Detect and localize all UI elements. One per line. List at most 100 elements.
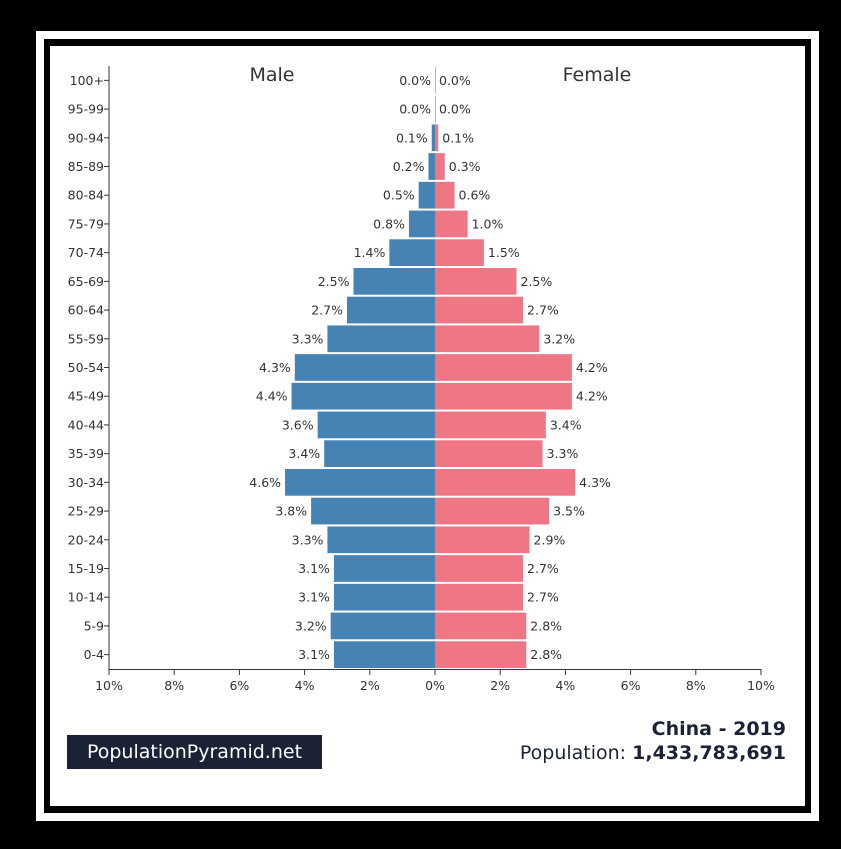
age-group-label: 20-24 bbox=[68, 532, 104, 547]
male-bar bbox=[431, 124, 435, 152]
male-value-label: 0.5% bbox=[383, 188, 415, 203]
female-value-label: 2.9% bbox=[534, 532, 566, 547]
female-label: Female bbox=[563, 64, 632, 86]
x-tick-label: 2% bbox=[360, 678, 380, 693]
age-group-label: 15-19 bbox=[68, 561, 104, 576]
male-value-label: 4.4% bbox=[256, 389, 288, 404]
male-bar bbox=[428, 153, 435, 180]
female-value-label: 3.2% bbox=[543, 331, 575, 346]
male-value-label: 3.8% bbox=[275, 504, 307, 519]
female-value-label: 2.8% bbox=[530, 618, 562, 633]
female-bar bbox=[435, 153, 445, 180]
male-bar bbox=[324, 440, 435, 467]
male-value-label: 3.4% bbox=[288, 446, 320, 461]
age-group-label: 45-49 bbox=[68, 389, 104, 404]
population-value: 1,433,783,691 bbox=[632, 742, 786, 764]
age-group-label: 5-9 bbox=[84, 618, 104, 633]
male-value-label: 4.3% bbox=[259, 360, 291, 375]
age-group-label: 85-89 bbox=[68, 159, 104, 174]
age-group-label: 0-4 bbox=[84, 647, 104, 662]
female-bar bbox=[435, 268, 517, 295]
male-value-label: 3.1% bbox=[298, 561, 330, 576]
female-value-label: 0.0% bbox=[439, 73, 471, 88]
female-bar bbox=[435, 641, 527, 668]
age-group-label: 40-44 bbox=[68, 417, 104, 432]
male-bar bbox=[330, 612, 435, 640]
male-value-label: 0.0% bbox=[399, 73, 431, 88]
x-tick-label: 6% bbox=[229, 678, 249, 693]
male-value-label: 4.6% bbox=[249, 475, 281, 490]
male-bar bbox=[311, 497, 435, 525]
female-value-label: 4.3% bbox=[579, 475, 611, 490]
male-value-label: 0.2% bbox=[393, 159, 425, 174]
male-value-label: 0.1% bbox=[396, 130, 428, 145]
male-bar bbox=[418, 181, 435, 209]
female-bar bbox=[435, 469, 576, 496]
male-bar bbox=[353, 268, 435, 295]
male-bar bbox=[285, 469, 435, 496]
female-bar bbox=[435, 583, 524, 611]
female-bar bbox=[435, 210, 468, 238]
brand-badge[interactable]: PopulationPyramid.net bbox=[67, 735, 322, 769]
population-label: Population: bbox=[519, 742, 627, 764]
male-bar bbox=[408, 210, 435, 238]
x-tick-label: 4% bbox=[555, 678, 575, 693]
x-tick-label: 10% bbox=[95, 678, 123, 693]
female-bar bbox=[435, 382, 572, 410]
female-value-label: 2.7% bbox=[527, 561, 559, 576]
age-group-label: 25-29 bbox=[68, 504, 104, 519]
male-bar bbox=[346, 296, 435, 324]
female-bar bbox=[435, 95, 436, 123]
female-bar bbox=[435, 555, 524, 582]
x-tick-label: 4% bbox=[295, 678, 315, 693]
age-group-label: 55-59 bbox=[68, 331, 104, 346]
x-tick-label: 8% bbox=[164, 678, 184, 693]
age-group-label: 80-84 bbox=[68, 188, 104, 203]
female-value-label: 3.4% bbox=[550, 417, 582, 432]
male-value-label: 0.8% bbox=[373, 216, 405, 231]
female-bar bbox=[435, 67, 436, 94]
male-bar bbox=[327, 526, 435, 554]
male-value-label: 2.7% bbox=[311, 303, 343, 318]
female-bar bbox=[435, 354, 572, 381]
male-bar bbox=[333, 641, 435, 668]
age-group-label: 10-14 bbox=[68, 590, 104, 605]
female-value-label: 0.1% bbox=[442, 130, 474, 145]
female-bar bbox=[435, 526, 530, 554]
male-value-label: 3.3% bbox=[292, 532, 324, 547]
x-tick-label: 2% bbox=[490, 678, 510, 693]
male-bar bbox=[291, 382, 435, 410]
male-value-label: 1.4% bbox=[354, 245, 386, 260]
x-tick-label: 8% bbox=[686, 678, 706, 693]
female-bar bbox=[435, 239, 484, 266]
female-value-label: 0.0% bbox=[439, 102, 471, 117]
female-bar bbox=[435, 497, 550, 525]
female-value-label: 2.5% bbox=[521, 274, 553, 289]
male-value-label: 3.1% bbox=[298, 647, 330, 662]
female-bar bbox=[435, 124, 439, 152]
age-group-label: 70-74 bbox=[68, 245, 104, 260]
x-tick-label: 10% bbox=[747, 678, 775, 693]
female-bar bbox=[435, 325, 540, 353]
male-label: Male bbox=[249, 64, 294, 86]
female-value-label: 1.5% bbox=[488, 245, 520, 260]
age-group-label: 60-64 bbox=[68, 303, 104, 318]
male-value-label: 3.3% bbox=[292, 331, 324, 346]
female-value-label: 0.6% bbox=[459, 188, 491, 203]
female-value-label: 0.3% bbox=[449, 159, 481, 174]
female-bar bbox=[435, 440, 543, 467]
male-value-label: 2.5% bbox=[318, 274, 350, 289]
female-bar bbox=[435, 612, 527, 640]
x-tick-label: 6% bbox=[621, 678, 641, 693]
age-group-label: 90-94 bbox=[68, 130, 104, 145]
age-group-label: 50-54 bbox=[68, 360, 104, 375]
age-group-label: 65-69 bbox=[68, 274, 104, 289]
female-value-label: 2.7% bbox=[527, 590, 559, 605]
bars-group: 0.0% 0.0% 0.0% 0.0% 0.1% 0.1% 0.2% 0.3% 0.5% 0.6%… bbox=[249, 67, 611, 668]
population-line: Population: 1,433,783,691 bbox=[520, 742, 786, 764]
age-group-label: 95-99 bbox=[68, 102, 104, 117]
male-value-label: 3.6% bbox=[282, 417, 314, 432]
female-value-label: 2.8% bbox=[530, 647, 562, 662]
